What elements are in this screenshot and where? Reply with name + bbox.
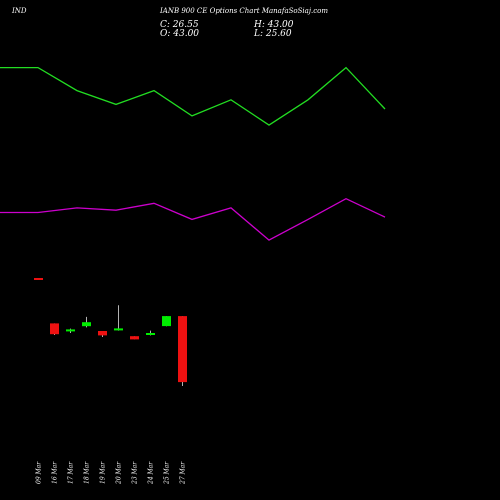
candles xyxy=(34,278,187,386)
bearish-candle xyxy=(50,323,59,335)
chart-subtitle: IANB 900 CE Options Chart ManafaSoSiaj.c… xyxy=(160,7,328,15)
upper-indicator-line xyxy=(0,66,386,126)
date-label: 20 Mar xyxy=(116,461,123,485)
bullish-candle xyxy=(114,328,123,331)
open-value: O: 43.00 xyxy=(160,29,200,39)
bearish-candle xyxy=(98,331,107,336)
date-label: 18 Mar xyxy=(84,461,91,484)
bullish-candle xyxy=(66,329,75,332)
date-label: 27 Mar xyxy=(180,461,187,485)
high-value: H: 43.00 xyxy=(254,20,294,30)
bullish-candle xyxy=(146,333,155,335)
low-value: L: 25.60 xyxy=(254,29,292,39)
date-label: 25 Mar xyxy=(164,461,171,485)
bearish-candle xyxy=(130,336,139,340)
bullish-candle xyxy=(162,316,171,327)
date-label: 23 Mar xyxy=(132,461,139,485)
date-label: 24 Mar xyxy=(148,461,155,485)
bearish-candle xyxy=(34,278,43,280)
date-label: 09 Mar xyxy=(36,461,43,484)
date-labels: 09 Mar 16 Mar 17 Mar 18 Mar 19 Mar 20 Mar 23 M… xyxy=(36,461,187,485)
bullish-candle xyxy=(82,322,91,327)
indicator-lines xyxy=(0,66,386,241)
date-label: 19 Mar xyxy=(100,461,107,484)
lower-indicator-line xyxy=(0,197,386,241)
close-value: C: 26.55 xyxy=(160,20,199,30)
date-label: 17 Mar xyxy=(68,461,75,484)
bearish-candle xyxy=(178,316,187,383)
chart-symbol: IND xyxy=(12,7,27,15)
date-label: 16 Mar xyxy=(52,461,59,484)
